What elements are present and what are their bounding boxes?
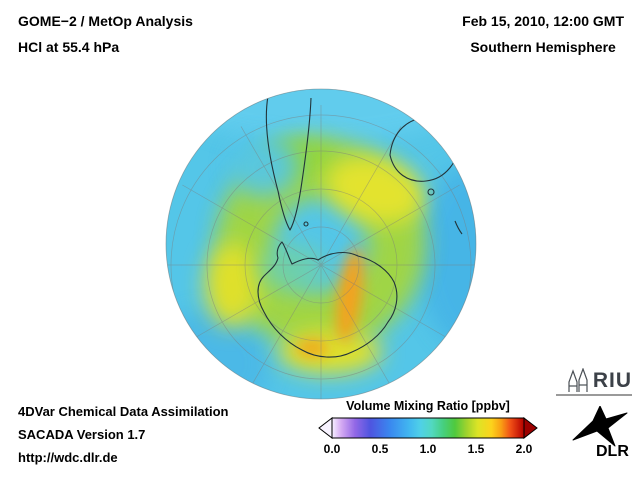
- version-label: SACADA Version 1.7: [18, 427, 146, 442]
- dlr-star-icon: [572, 406, 628, 447]
- globe-rim: [165, 88, 477, 400]
- coastline-antarctica: [257, 241, 398, 358]
- plot-hemisphere: Southern Hemisphere: [470, 39, 616, 55]
- cathedral-icon: [568, 368, 588, 392]
- coastline-falklands: [303, 221, 309, 227]
- vmr-shading-blob: [171, 89, 471, 143]
- colorbar: [318, 417, 538, 439]
- colorbar-ticks: 0.0 0.5 1.0 1.5 2.0: [324, 442, 533, 457]
- colorbar-over-arrow-icon: [523, 417, 538, 439]
- colorbar-gradient-bar: [331, 417, 525, 439]
- vmr-shading-blob: [230, 137, 298, 197]
- coastline-south-america: [265, 95, 312, 231]
- assimilation-label: 4DVar Chemical Data Assimilation: [18, 404, 229, 419]
- riu-underline: [556, 394, 632, 396]
- plot-title: GOME−2 / MetOp Analysis: [18, 13, 193, 29]
- coastline-new-zealand: [454, 220, 463, 235]
- colorbar-tick-label: 1.5: [467, 442, 485, 456]
- colorbar-under-arrow-icon: [318, 417, 333, 439]
- footer-credits: 4DVar Chemical Data Assimilation SACADA …: [18, 400, 229, 469]
- riu-text: RIU: [592, 369, 632, 392]
- colorbar-tick-label: 1.0: [419, 442, 437, 456]
- colorbar-tick-label: 2.0: [515, 442, 533, 456]
- colorbar-tick-label: 0.0: [323, 442, 341, 456]
- colorbar-tick-label: 0.5: [371, 442, 389, 456]
- riu-logo: RIU: [556, 368, 632, 396]
- vmr-shading-blob: [418, 165, 476, 349]
- vmr-vortex-interior: [258, 244, 326, 292]
- colorbar-block: Volume Mixing Ratio [ppbv] 0.0 0.5 1.0 1.5 2…: [316, 399, 540, 457]
- vmr-yellow-maximum: [278, 330, 382, 374]
- plot-datetime: Feb 15, 2010, 12:00 GMT: [462, 13, 624, 29]
- coastline-tasmania: [427, 188, 435, 196]
- vmr-orange-spot: [296, 339, 328, 357]
- header-right: Feb 15, 2010, 12:00 GMT Southern Hemisph…: [462, 13, 624, 56]
- wdc-url: http://wdc.dlr.de: [18, 450, 118, 465]
- vmr-orange-streak: [336, 247, 364, 343]
- vmr-yellow-maximum: [205, 243, 259, 327]
- colorbar-title: Volume Mixing Ratio [ppbv]: [346, 399, 510, 413]
- header-left: GOME−2 / MetOp Analysis HCl at 55.4 hPa: [18, 13, 193, 56]
- graticule: [166, 105, 476, 399]
- dlr-text: DLR: [596, 443, 629, 460]
- plot-subtitle: HCl at 55.4 hPa: [18, 39, 120, 55]
- globe-map: [165, 88, 477, 400]
